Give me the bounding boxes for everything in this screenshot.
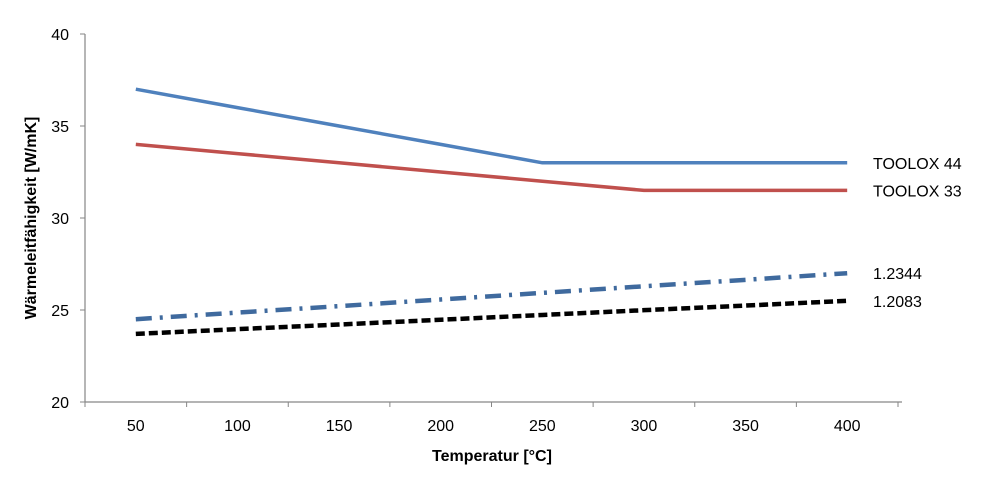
y-tick-label: 30 <box>51 211 69 228</box>
y-tick-label: 20 <box>51 395 69 412</box>
x-tick-label: 100 <box>224 418 251 435</box>
y-tick-label: 40 <box>51 27 69 44</box>
series-line-toolox-44 <box>135 87 848 165</box>
x-tick-label: 300 <box>631 418 658 435</box>
series-label: TOOLOX 33 <box>873 183 962 200</box>
x-tick-label: 350 <box>732 418 759 435</box>
x-tick-label: 200 <box>427 418 454 435</box>
y-tick-label: 35 <box>51 119 69 136</box>
series-line-1-2083 <box>135 298 848 337</box>
series-line-toolox-33 <box>135 142 848 193</box>
series-label: TOOLOX 44 <box>873 156 962 173</box>
y-axis-title: Wärmeleitfähigkeit [W/mK] <box>23 117 40 320</box>
series-label: 1.2083 <box>873 294 922 311</box>
x-axis-title: Temperatur [°C] <box>432 448 552 465</box>
y-tick-label: 25 <box>51 303 69 320</box>
x-tick-label: 400 <box>834 418 861 435</box>
x-tick-label: 250 <box>529 418 556 435</box>
x-tick-label: 150 <box>326 418 353 435</box>
x-tick-label: 50 <box>127 418 145 435</box>
series-label: 1.2344 <box>873 266 922 283</box>
series-line-1-2344 <box>135 270 848 322</box>
